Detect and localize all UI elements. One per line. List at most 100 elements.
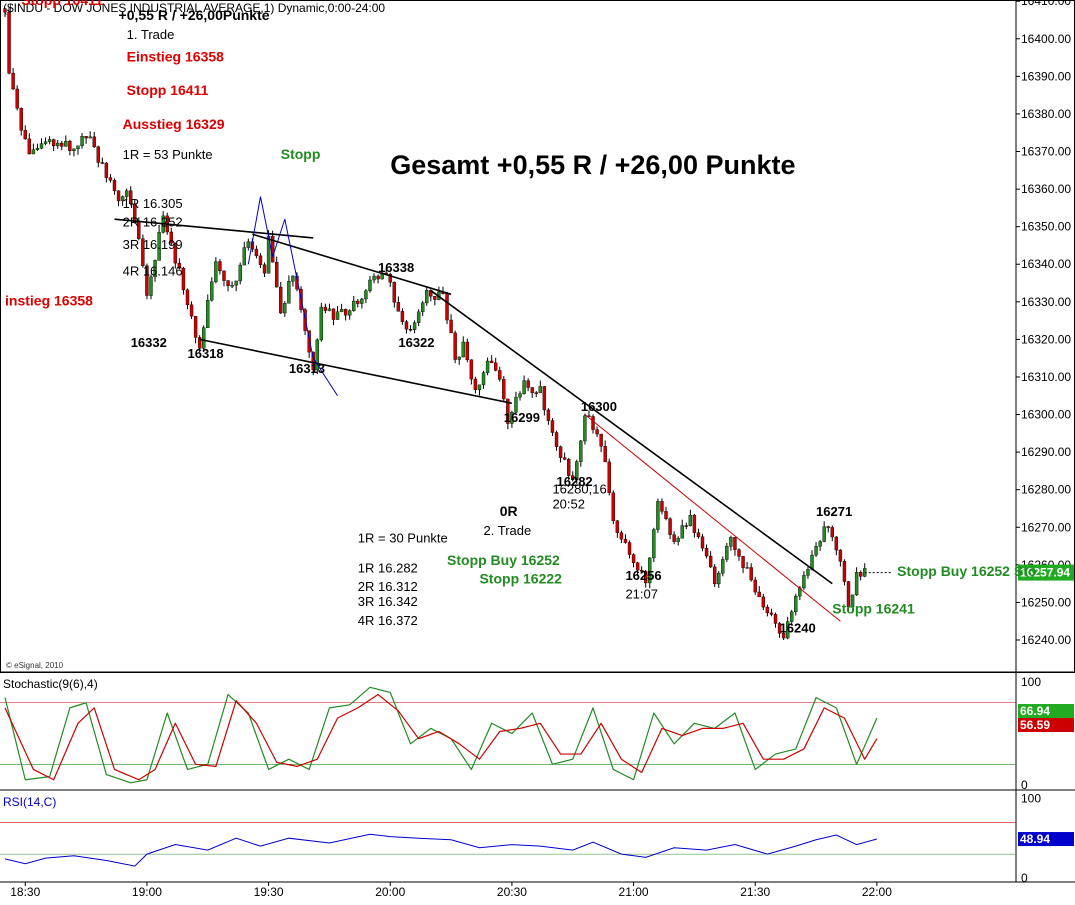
candle-body [43, 141, 48, 144]
candle-body [623, 538, 628, 543]
candle-body [802, 575, 806, 589]
candle-body [595, 429, 599, 435]
stochastic-y-tick: 100 [1021, 675, 1041, 689]
candle-body [307, 330, 311, 353]
chart-annotation: 16322 [398, 335, 434, 350]
x-tick-label: 19:00 [132, 885, 162, 899]
candle-body [664, 511, 668, 519]
candle-body [599, 433, 603, 447]
candle-body [858, 572, 863, 577]
candle-body [173, 242, 178, 264]
candle-body [781, 633, 786, 639]
candle-body [246, 241, 251, 248]
candle-body [453, 332, 457, 360]
candle-body [838, 549, 843, 562]
trendline [430, 289, 833, 585]
chart-annotation: 0R [500, 503, 518, 519]
candle-body [712, 566, 717, 585]
x-tick-label: 20:30 [497, 885, 527, 899]
chart-title: ($INDU - DOW JONES INDUSTRIAL AVERAGE,1)… [3, 1, 385, 15]
candle-body [206, 300, 210, 328]
chart-annotation: instieg 16358 [5, 293, 93, 309]
chart-annotation: 16318 [187, 346, 223, 361]
candle-body [327, 308, 332, 311]
candle-body [343, 309, 348, 316]
x-tick-label: 21:30 [740, 885, 770, 899]
candle-body [542, 386, 547, 411]
candle-body [238, 264, 242, 282]
candle-body [31, 149, 36, 155]
y-tick-label: 16390.00 [1021, 69, 1071, 83]
candle-body [388, 273, 392, 283]
candle-body [392, 282, 397, 303]
candle-body [842, 561, 847, 582]
candle-body [493, 362, 498, 371]
candle-body [826, 526, 830, 528]
y-tick-label: 16240.00 [1021, 633, 1071, 647]
candle-body [554, 432, 559, 447]
trendline [199, 338, 513, 405]
candle-body [96, 146, 100, 163]
candle-body [348, 310, 352, 316]
candle-body [129, 190, 133, 204]
candle-body [814, 546, 818, 556]
candle-body [400, 311, 405, 322]
candle-body [396, 302, 401, 312]
chart-annotation: 16271 [816, 504, 852, 519]
chart-annotation: 1R = 53 Punkte [123, 147, 213, 162]
stochastic-d-box [1018, 718, 1074, 732]
chart-annotation: Stopp 16411 [127, 82, 209, 98]
chart-annotation: 16300 [581, 399, 617, 414]
candle-body [356, 300, 360, 304]
stochastic-title: Stochastic(9(6),4) [3, 677, 98, 691]
candle-body [790, 611, 794, 622]
candle-body [181, 267, 186, 291]
candle-body [717, 572, 721, 585]
y-tick-label: 16280.00 [1021, 483, 1071, 497]
candle-body [372, 275, 376, 281]
stochastic-series-line [4, 686, 878, 784]
candle-body [254, 248, 259, 257]
candle-body [19, 107, 23, 131]
candle-body [741, 556, 745, 568]
chart-annotation: 20:52 [552, 496, 585, 511]
y-tick-label: 16380.00 [1021, 107, 1071, 121]
candle-body [68, 140, 72, 151]
candle-body [733, 537, 737, 550]
candle-body [116, 190, 121, 202]
y-tick-label: 16410.00 [1021, 0, 1071, 8]
candle-body [157, 232, 161, 261]
candle-body [777, 623, 782, 634]
candle-body [534, 392, 538, 394]
candle-body [830, 527, 834, 538]
x-tick-label: 18:30 [10, 885, 40, 899]
rsi-value-box [1018, 832, 1074, 847]
candle-body [295, 275, 299, 290]
candle-body [615, 520, 620, 533]
candle-body [700, 536, 705, 549]
y-tick-label: 16330.00 [1021, 295, 1071, 309]
candle-body [291, 275, 295, 282]
candle-body [648, 557, 652, 584]
y-tick-label: 16300.00 [1021, 408, 1071, 422]
candle-body [502, 379, 506, 400]
candle-body [360, 298, 364, 304]
chart-annotation: 16332 [131, 335, 167, 350]
chart-annotation: Stopp Buy 16252 [447, 552, 560, 568]
y-tick-label: 16350.00 [1021, 220, 1071, 234]
candle-body [550, 420, 555, 433]
candle-body [202, 327, 206, 349]
candle-body [177, 262, 182, 269]
candle-body [461, 341, 465, 358]
candle-body [757, 591, 761, 598]
chart-annotation: +0,55 R / +26,00Punkte [119, 7, 270, 23]
candle-body [498, 370, 502, 380]
candle-body [429, 290, 433, 297]
candle-body [607, 461, 611, 493]
candle-body [64, 140, 68, 147]
candle-body [149, 276, 153, 296]
chart-annotation: 16338 [378, 260, 414, 275]
candle-body [319, 306, 324, 341]
x-tick-label: 21:00 [619, 885, 649, 899]
y-tick-label: 16310.00 [1021, 370, 1071, 384]
